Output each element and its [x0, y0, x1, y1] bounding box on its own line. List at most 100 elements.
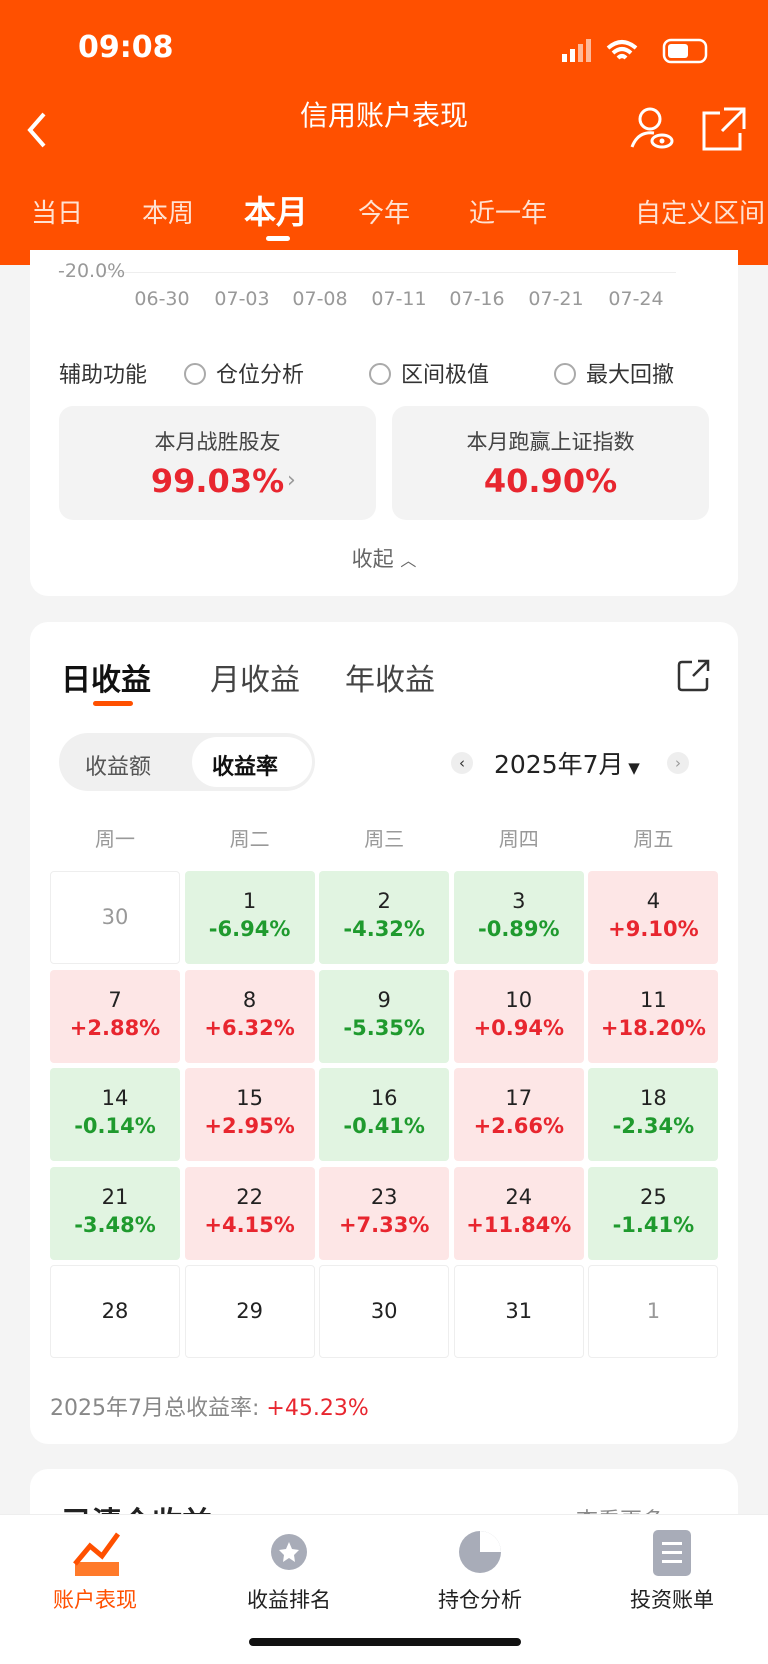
next-month[interactable]: › [667, 752, 689, 774]
period-tab[interactable]: 近一年 [468, 199, 548, 229]
stat-label: 本月跑赢上证指数 [466, 430, 635, 454]
day-number: 2 [377, 889, 391, 913]
total-label: 2025年7月总收益率: [50, 1396, 260, 1421]
calendar-day[interactable]: 8 +6.32% [184, 969, 315, 1063]
day-number: 25 [640, 1184, 667, 1209]
day-change: -2.34% [612, 1114, 695, 1139]
calendar-day[interactable]: 31 [453, 1265, 584, 1359]
calendar-day[interactable]: 17 +2.66% [453, 1068, 584, 1162]
day-number: 21 [101, 1184, 129, 1209]
calendar-day[interactable]: 15 +2.95% [184, 1068, 315, 1162]
calendar-day[interactable]: 1 [588, 1265, 719, 1359]
collapse-button[interactable]: 收起 ︿ [351, 547, 417, 571]
period-tab[interactable]: 本周 [141, 199, 195, 229]
nav-item[interactable]: 持仓分析 [438, 1588, 522, 1612]
day-change: -1.41% [612, 1212, 695, 1237]
calendar-day[interactable]: 14 -0.14% [50, 1068, 180, 1162]
calendar-day[interactable]: 24 +11.84% [453, 1166, 584, 1260]
day-change: -3.48% [74, 1212, 156, 1237]
aux-option[interactable]: 最大回撤 [554, 357, 674, 389]
nav-item[interactable]: 投资账单 [630, 1588, 714, 1612]
aux-label: 辅助功能 [59, 363, 148, 388]
calendar-day[interactable]: 10 +0.94% [453, 969, 584, 1063]
day-number: 24 [505, 1184, 533, 1209]
period-tab[interactable]: 当日 [30, 199, 84, 229]
day-change: +9.10% [608, 917, 699, 941]
period-tab[interactable]: 自定义区间 [634, 199, 766, 229]
weekday: 周三 [364, 827, 405, 851]
day-number: 29 [236, 1299, 263, 1324]
radio [369, 363, 391, 385]
prev-month[interactable]: ‹ [451, 752, 473, 774]
calendar-day[interactable]: 9 -5.35% [319, 969, 450, 1063]
aux-option-text: 区间极值 [401, 363, 490, 388]
day-change: -4.32% [343, 917, 425, 941]
period-tab[interactable]: 今年 [357, 199, 411, 229]
day-change: -0.14% [74, 1114, 156, 1139]
calendar-day[interactable]: 21 -3.48% [50, 1166, 180, 1260]
back-button[interactable] [22, 110, 52, 150]
nav-item[interactable]: 收益排名 [247, 1588, 331, 1612]
earnings-tab[interactable]: 年收益 [345, 663, 435, 698]
calendar-day[interactable]: 30 [50, 871, 180, 964]
calendar-day[interactable]: 2 -4.32% [319, 871, 450, 964]
toggle-option[interactable]: 收益额 [85, 755, 152, 780]
day-change: -6.94% [208, 917, 291, 941]
day-number: 4 [646, 889, 661, 913]
day-number: 14 [101, 1086, 129, 1111]
x-axis-label: 07-11 [371, 288, 427, 310]
calendar-day[interactable]: 30 [319, 1265, 450, 1359]
calendar-day[interactable]: 28 [50, 1265, 180, 1359]
header-actions[interactable] [628, 105, 758, 153]
collapse-text: 收起 [351, 547, 394, 571]
calendar-day[interactable]: 7 +2.88% [50, 969, 180, 1063]
chevron: › [287, 468, 296, 493]
day-change: -0.41% [343, 1114, 425, 1139]
day-number: 1 [646, 1299, 661, 1324]
calendar-day[interactable]: 23 +7.33% [319, 1166, 450, 1260]
aux-option[interactable]: 仓位分析 [184, 357, 304, 389]
day-number: 31 [505, 1299, 533, 1324]
stat-label: 本月战胜股友 [154, 430, 281, 454]
total-row: 2025年7月总收益率: +45.23% [50, 1390, 369, 1422]
calendar-day[interactable]: 4 +9.10% [588, 871, 719, 964]
day-number: 30 [101, 905, 129, 929]
radio [554, 363, 576, 385]
calendar-day[interactable]: 22 +4.15% [184, 1166, 315, 1260]
day-change: +2.88% [69, 1015, 161, 1040]
home-indicator [249, 1638, 521, 1646]
day-change: +4.15% [204, 1212, 295, 1237]
day-change: -0.89% [478, 917, 560, 941]
calendar-day[interactable]: 29 [184, 1265, 315, 1359]
status-time: 09:08 [78, 30, 174, 65]
calendar-day[interactable]: 16 -0.41% [319, 1068, 450, 1162]
total-value: +45.23% [266, 1396, 369, 1421]
nav-item[interactable]: 账户表现 [53, 1588, 137, 1612]
calendar-day[interactable]: 18 -2.34% [588, 1068, 719, 1162]
period-tab[interactable]: 本月 [243, 193, 309, 231]
earnings-tab[interactable]: 月收益 [210, 663, 300, 698]
month-picker[interactable]: 2025年7月 ▼ [494, 750, 640, 779]
day-number: 23 [370, 1184, 398, 1209]
stat-card[interactable]: 本月战胜股友 99.03% › [59, 406, 376, 520]
toggle-option[interactable]: 收益率 [212, 755, 279, 780]
day-change: +18.20% [600, 1015, 706, 1040]
toggle-active [192, 737, 312, 787]
weekday: 周一 [95, 827, 135, 851]
calendar-day[interactable]: 25 -1.41% [588, 1166, 719, 1260]
share-button[interactable] [676, 658, 712, 694]
y-axis-label: -20.0% [58, 260, 126, 282]
day-number: 11 [640, 987, 667, 1012]
day-change: +0.94% [473, 1015, 565, 1040]
day-number: 18 [640, 1086, 667, 1111]
calendar-day[interactable]: 1 -6.94% [184, 871, 315, 964]
day-change: +2.95% [204, 1114, 295, 1139]
x-axis-label: 07-21 [528, 288, 584, 310]
calendar-day[interactable]: 11 +18.20% [588, 969, 719, 1063]
calendar-day[interactable]: 3 -0.89% [453, 871, 584, 964]
day-number: 22 [236, 1184, 263, 1209]
earnings-tab[interactable]: 日收益 [61, 663, 151, 698]
aux-option-text: 仓位分析 [216, 363, 305, 388]
aux-option[interactable]: 区间极值 [369, 357, 489, 389]
